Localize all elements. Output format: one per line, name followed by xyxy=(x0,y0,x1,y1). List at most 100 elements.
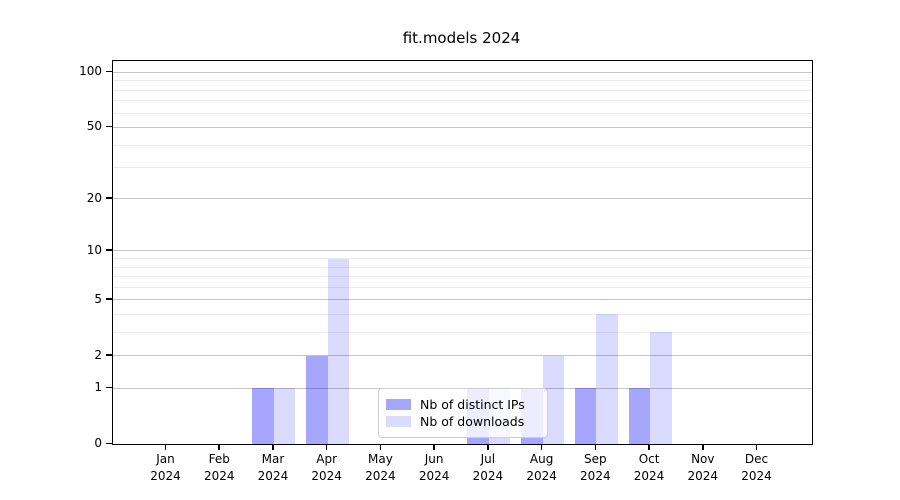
y-tick-label: 50 xyxy=(86,119,102,134)
x-tick-year: 2024 xyxy=(150,468,181,483)
x-tick-month: Oct xyxy=(638,452,660,466)
x-tick-label: Jun 2024 xyxy=(394,451,474,484)
x-tick-month: Jun xyxy=(424,452,444,466)
x-tick-year: 2024 xyxy=(472,468,504,483)
x-tick-month: Apr xyxy=(316,452,338,466)
y-tick-label: 100 xyxy=(79,64,102,79)
gridline-minor xyxy=(113,112,812,114)
gridline-major xyxy=(113,299,812,301)
x-tick-month: Jan xyxy=(156,452,175,466)
x-tick-month: Aug xyxy=(529,452,554,466)
y-tick-mark xyxy=(106,442,112,444)
y-tick-mark xyxy=(106,197,112,199)
x-tick-mark xyxy=(272,444,274,450)
gridline-minor xyxy=(113,100,812,102)
x-tick-mark xyxy=(164,444,167,450)
x-tick-month: Sep xyxy=(584,452,607,466)
gridline-minor xyxy=(113,144,812,146)
x-tick-month: Jul xyxy=(480,452,496,466)
x-tick-month: Dec xyxy=(744,452,769,466)
x-tick-mark xyxy=(594,444,597,450)
gridline-minor xyxy=(113,80,812,82)
x-tick-month: Nov xyxy=(691,452,715,466)
gridline-major xyxy=(113,250,812,252)
x-tick-label: Jul 2024 xyxy=(448,451,528,484)
x-tick-label: Nov 2024 xyxy=(663,451,743,484)
x-tick-year: 2024 xyxy=(311,468,342,483)
gridline-minor xyxy=(113,167,812,169)
x-tick-mark xyxy=(648,444,650,450)
y-tick-label: 1 xyxy=(94,380,102,395)
gridline-minor xyxy=(113,313,812,315)
x-tick-label: Feb 2024 xyxy=(179,451,259,484)
y-tick-label: 10 xyxy=(86,242,102,257)
y-tick-mark xyxy=(106,70,112,73)
y-tick-label: 5 xyxy=(94,291,102,306)
x-tick-mark xyxy=(702,444,704,450)
gridline-minor xyxy=(113,286,812,288)
x-tick-label: Aug 2024 xyxy=(502,451,582,484)
gridline-minor xyxy=(113,276,812,278)
gridline-minor xyxy=(113,331,812,333)
x-tick-label: Oct 2024 xyxy=(609,451,689,484)
x-tick-year: 2024 xyxy=(365,468,396,483)
legend-swatch-distinct-ips xyxy=(386,399,411,410)
bar-distinct-ips xyxy=(252,388,274,444)
x-tick-month: Mar xyxy=(261,452,285,466)
x-tick-year: 2024 xyxy=(418,468,450,483)
y-tick-label: 20 xyxy=(86,190,102,205)
x-tick-label: Dec 2024 xyxy=(717,451,797,484)
x-tick-year: 2024 xyxy=(687,468,719,483)
y-tick-mark xyxy=(106,298,112,300)
y-tick-mark xyxy=(106,386,112,389)
x-tick-year: 2024 xyxy=(203,468,235,483)
gridline-major xyxy=(113,355,812,357)
x-tick-label: Mar 2024 xyxy=(233,451,313,484)
chart-title: fit.models 2024 xyxy=(402,29,521,47)
y-tick-mark xyxy=(106,354,112,356)
x-tick-year: 2024 xyxy=(526,468,557,483)
legend-label-downloads: Nb of downloads xyxy=(420,414,525,429)
x-tick-mark xyxy=(325,444,328,450)
gridline-minor xyxy=(113,266,812,268)
y-tick-label: 0 xyxy=(94,436,102,450)
x-tick-label: Apr 2024 xyxy=(287,451,367,484)
x-tick-label: May 2024 xyxy=(340,451,420,484)
x-tick-mark xyxy=(433,444,435,450)
bar-downloads xyxy=(650,332,672,444)
legend: Nb of distinct IPs Nb of downloads xyxy=(378,388,548,438)
legend-item-downloads: Nb of downloads xyxy=(386,415,539,428)
gridline-major xyxy=(113,126,812,128)
x-tick-year: 2024 xyxy=(741,468,772,483)
x-tick-mark xyxy=(218,444,220,450)
legend-swatch-downloads xyxy=(386,416,411,427)
y-tick-label: 2 xyxy=(94,347,102,362)
legend-label-distinct-ips: Nb of distinct IPs xyxy=(420,397,525,412)
x-tick-mark xyxy=(540,444,543,450)
y-tick-mark xyxy=(106,249,112,251)
x-tick-mark xyxy=(755,444,758,450)
gridline-minor xyxy=(113,258,812,260)
bar-downloads xyxy=(327,258,350,444)
x-tick-month: May xyxy=(368,452,393,466)
legend-item-distinct-ips: Nb of distinct IPs xyxy=(386,398,539,411)
x-tick-mark xyxy=(487,444,489,450)
x-tick-month: Feb xyxy=(208,452,230,466)
x-tick-label: Jan 2024 xyxy=(126,451,206,484)
bar-downloads xyxy=(273,388,296,444)
gridline-minor xyxy=(113,89,812,91)
y-tick-mark xyxy=(106,125,112,128)
gridline-major xyxy=(113,71,812,73)
bar-distinct-ips xyxy=(574,388,597,444)
plot-area xyxy=(112,60,813,445)
x-tick-label: Sep 2024 xyxy=(555,451,635,484)
bar-downloads xyxy=(596,314,618,444)
bar-distinct-ips xyxy=(306,355,328,444)
x-tick-mark xyxy=(379,444,382,450)
x-tick-year: 2024 xyxy=(633,468,665,483)
gridline-major xyxy=(113,198,812,200)
bar-distinct-ips xyxy=(628,388,651,444)
x-tick-year: 2024 xyxy=(257,468,289,483)
x-tick-year: 2024 xyxy=(580,468,611,483)
